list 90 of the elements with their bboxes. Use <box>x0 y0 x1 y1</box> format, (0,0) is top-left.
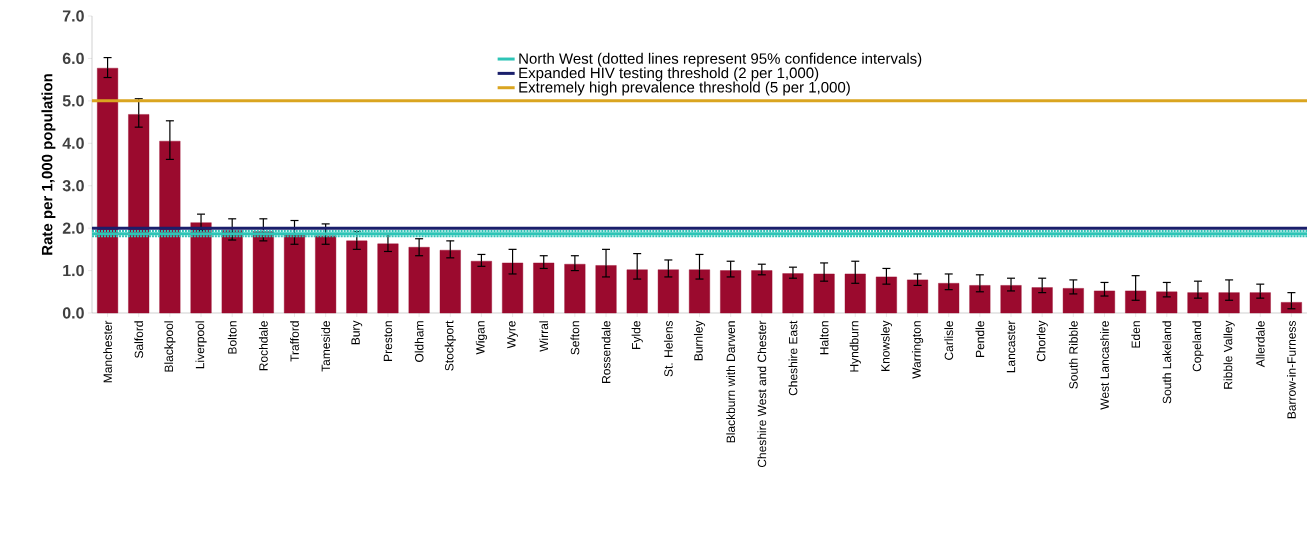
bar <box>938 283 960 314</box>
bar <box>377 243 399 314</box>
y-axis-title: Rate per 1,000 population <box>41 74 56 255</box>
x-tick-label: Wirral <box>539 321 549 352</box>
x-tick-label: Bury <box>351 320 363 345</box>
bar <box>595 265 617 314</box>
x-tick-label: St. Helens <box>663 320 673 377</box>
x-tick-label: Trafford <box>290 321 299 362</box>
x-tick-label: Burnley <box>693 320 706 361</box>
x-tick-label: Lancaster <box>1006 320 1016 373</box>
x-tick-label: Barrow-in-Furness <box>1286 320 1296 419</box>
bar <box>190 222 212 314</box>
bar <box>128 114 150 314</box>
bar <box>844 273 866 314</box>
bar <box>1156 291 1178 314</box>
bar <box>1280 302 1302 314</box>
bar <box>720 270 742 314</box>
x-tick-label: South Lakeland <box>1162 321 1172 404</box>
x-tick-label: Fylde <box>631 321 643 349</box>
x-tick-label: Carlisle <box>944 321 954 360</box>
bar <box>533 262 555 314</box>
bar <box>969 285 991 314</box>
x-tick-label: Oldham <box>414 321 424 362</box>
x-tick-label: Stockport <box>444 320 456 371</box>
x-tick-label: Copeland <box>1192 321 1204 372</box>
x-tick-label: Pendle <box>975 321 985 357</box>
x-tick-label: Allerdale <box>1255 321 1265 368</box>
x-tick-label: Wyre <box>507 321 518 349</box>
x-tick-label: Ribble Valley <box>1223 320 1235 389</box>
x-tick-label: Liverpool <box>195 321 207 369</box>
x-tick-label: Halton <box>819 321 829 355</box>
x-tick-label: Rossendale <box>601 321 611 383</box>
y-tick-label: 6.0 <box>62 52 84 65</box>
x-tick-label: Cheshire West and Chester <box>757 320 767 468</box>
bar <box>97 67 119 314</box>
x-tick-label: Bolton <box>227 321 237 354</box>
bar <box>1249 292 1271 314</box>
x-tick-label: Eden <box>1131 321 1141 348</box>
bar <box>1187 292 1209 314</box>
x-tick-label: Hyndburn <box>849 321 861 372</box>
bar <box>1031 287 1053 314</box>
bar <box>1000 285 1022 314</box>
bar <box>1094 290 1115 314</box>
bar <box>439 250 461 314</box>
bar <box>626 269 648 314</box>
bar <box>1125 290 1147 314</box>
legend-label: Expanded HIV testing threshold (2 per 1,000) <box>519 67 819 82</box>
x-tick-label: Tameside <box>321 321 331 372</box>
bar <box>782 273 804 314</box>
y-tick-label: 0.0 <box>62 307 84 319</box>
bar <box>657 269 679 314</box>
x-tick-label: Warrington <box>911 321 924 379</box>
bar <box>470 261 492 314</box>
y-tick-label: 3.0 <box>62 180 84 192</box>
bar <box>1062 288 1084 314</box>
bar <box>813 273 835 314</box>
bar <box>502 262 524 314</box>
x-tick-label: Sefton <box>570 321 580 355</box>
bar <box>689 269 710 314</box>
bar <box>875 276 897 314</box>
x-tick-label: Manchester <box>103 320 112 383</box>
bar <box>1218 292 1240 314</box>
bar <box>284 234 305 314</box>
x-tick-label: Knowsley <box>880 320 892 371</box>
y-tick-label: 1.0 <box>63 264 84 277</box>
bar <box>907 279 929 314</box>
y-tick-label: 4.0 <box>62 137 84 149</box>
y-tick-label: 7.0 <box>62 10 84 22</box>
x-tick-label: Preston <box>383 321 393 361</box>
bar <box>564 264 586 314</box>
bar <box>221 230 243 314</box>
x-tick-label: Blackpool <box>164 321 176 372</box>
legend-label: North West (dotted lines represent 95% confidence intervals) <box>519 52 922 67</box>
bar <box>315 235 337 314</box>
x-tick-label: South Ribble <box>1068 321 1078 389</box>
x-tick-label: Blackburn with Darwen <box>726 321 736 443</box>
y-tick-label: 2.0 <box>62 222 84 234</box>
x-tick-label: Cheshire East <box>788 320 798 396</box>
x-tick-label: Rochdale <box>258 321 268 371</box>
bar <box>408 247 430 314</box>
x-tick-label: Wigan <box>475 321 488 355</box>
ref-line-label: Extremely high prevalence threshold (5 per 1,000) <box>519 81 850 96</box>
x-tick-label: West Lancashire <box>1100 321 1109 410</box>
bar <box>346 240 368 314</box>
y-tick-label: 5.0 <box>62 95 84 107</box>
bar <box>751 270 773 314</box>
bar <box>159 140 181 314</box>
bar <box>252 231 274 314</box>
x-tick-label: Chorley <box>1036 320 1048 362</box>
x-tick-label: Salford <box>134 321 144 358</box>
